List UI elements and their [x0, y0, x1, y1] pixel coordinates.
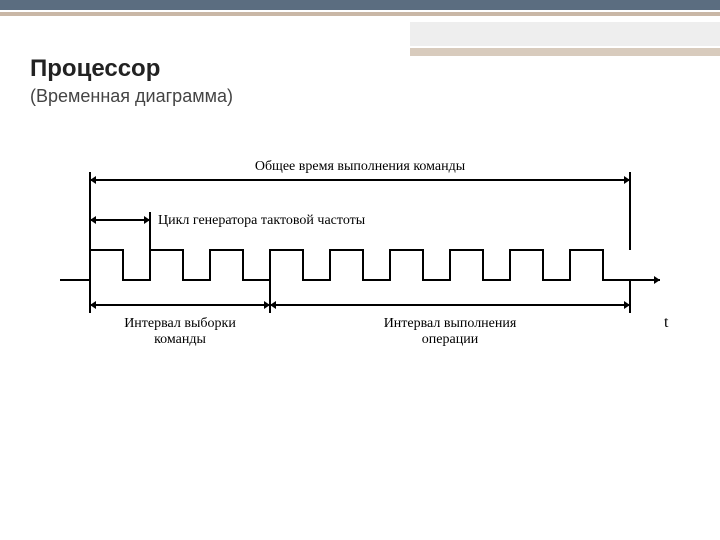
arrow-total-time — [90, 176, 630, 184]
decor-bar-3 — [410, 22, 720, 46]
label-total-time: Общее время выполнения команды — [255, 159, 466, 174]
decor-bar-4 — [410, 48, 720, 56]
page-subtitle: (Временная диаграмма) — [30, 86, 233, 107]
label-time-axis: t — [664, 314, 669, 331]
timing-diagram-svg: Общее время выполнения команды Цикл генер… — [50, 150, 670, 380]
decor-bar-1 — [0, 0, 720, 10]
time-axis-arrow — [630, 276, 660, 284]
timing-diagram: Общее время выполнения команды Цикл генер… — [50, 150, 670, 380]
arrow-clock-cycle — [90, 216, 150, 224]
decor-bar-2 — [0, 12, 720, 16]
label-exec-interval: Интервал выполненияоперации — [384, 316, 517, 347]
label-clock-cycle: Цикл генератора тактовой частоты — [158, 213, 366, 228]
arrow-exec-interval — [270, 301, 630, 309]
page-title: Процессор — [30, 55, 160, 83]
label-fetch-interval: Интервал выборкикоманды — [124, 316, 236, 347]
clock-waveform — [60, 250, 660, 280]
arrow-fetch-interval — [90, 301, 270, 309]
slide: Процессор (Временная диаграмма) Общее вр… — [0, 0, 720, 540]
